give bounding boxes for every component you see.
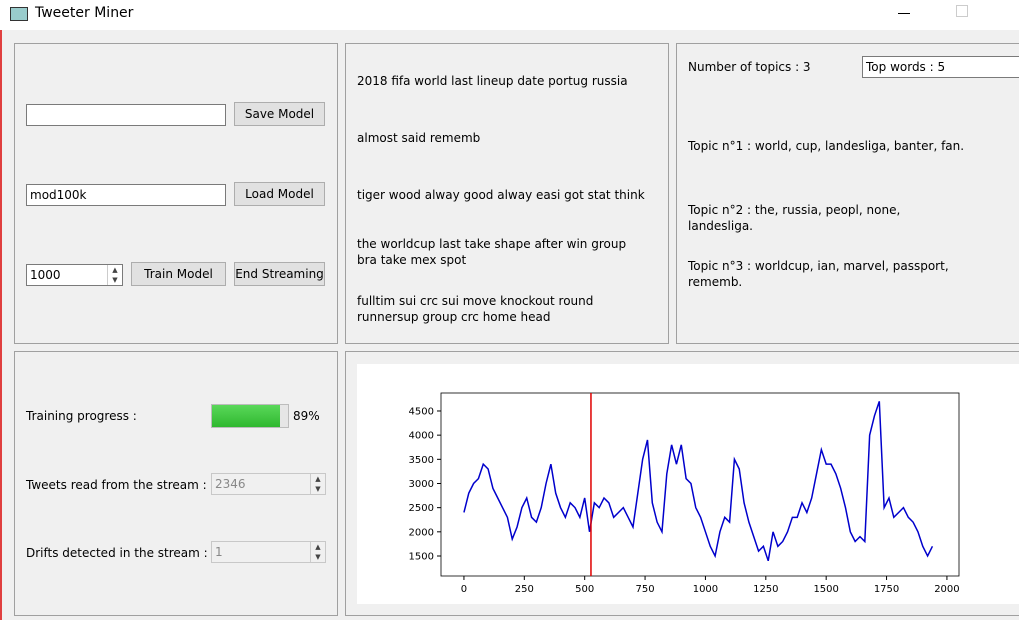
tweets-read-spinbox: 2346 ▲ ▼	[211, 473, 326, 495]
x-tick-label: 1250	[753, 584, 778, 595]
x-tick-label: 2000	[934, 584, 959, 595]
y-tick-label: 2000	[409, 527, 434, 538]
plot-frame	[440, 392, 960, 577]
drifts-spinbox: 1 ▲ ▼	[211, 541, 326, 563]
x-tick-label: 250	[515, 584, 534, 595]
save-button[interactable]: Save Model	[234, 102, 325, 126]
status-panel: Training progress : 89% Tweets read from…	[14, 351, 338, 616]
y-tick-label: 4500	[409, 406, 434, 417]
tweet: 2018 fifa world last lineup date portug …	[357, 74, 628, 88]
tweets-panel: 2018 fifa world last lineup date portug …	[345, 43, 669, 344]
tweet: tiger wood alway good alway easi got sta…	[357, 188, 645, 202]
drift-chart: 0 250 500 750 1000 1250 1500 1750 2000 1500 2000 25…	[357, 364, 1019, 604]
x-tick-label: 500	[575, 584, 594, 595]
x-tick-label: 750	[636, 584, 655, 595]
progress-percent: 89%	[293, 409, 320, 423]
topic: Topic n°3 : worldcup, ian, marvel, passp…	[688, 259, 949, 289]
minimize-button[interactable]	[898, 13, 910, 14]
x-tick-label: 1000	[693, 584, 718, 595]
load-button[interactable]: Load Model	[234, 182, 325, 206]
tweets-read-label: Tweets read from the stream :	[26, 478, 207, 492]
tweet: fulltim sui crc sui move knockout round …	[357, 294, 594, 324]
topic: Topic n°2 : the, russia, peopl, none, la…	[688, 203, 901, 233]
model-panel: Save Model mod100k Load Model 1000 ▲ ▼ Tra…	[14, 43, 338, 344]
end-button[interactable]: End Streaming	[234, 262, 325, 286]
x-tick-label: 0	[461, 584, 467, 595]
y-tick-label: 3500	[409, 455, 434, 466]
num-topics-label: Number of topics : 3	[688, 60, 811, 74]
top-words-spinbox[interactable]: Top words : 5	[862, 56, 1019, 78]
load-input[interactable]: mod100k	[26, 184, 226, 206]
data-line	[463, 401, 934, 562]
topic: Topic n°1 : world, cup, landesliga, bant…	[688, 139, 965, 153]
maximize-button[interactable]	[956, 5, 968, 17]
x-tick-label: 1750	[874, 584, 899, 595]
count-spinbox[interactable]: 1000 ▲ ▼	[26, 264, 123, 286]
save-input[interactable]	[26, 104, 226, 126]
window-edge	[0, 30, 2, 620]
chart-panel	[345, 351, 1019, 616]
tweets-read-value: 2346	[215, 477, 246, 491]
y-tick-label: 3000	[409, 479, 434, 490]
tweet: almost said rememb	[357, 131, 481, 145]
y-tick-label: 4000	[409, 431, 434, 442]
tweet: the worldcup last take shape after win g…	[357, 237, 627, 267]
spin-arrows: ▲ ▼	[310, 542, 325, 562]
drifts-label: Drifts detected in the stream :	[26, 546, 208, 560]
topics-panel: Number of topics : 3 Top words : 5 Topic…	[676, 43, 1019, 344]
x-tick-label: 1500	[813, 584, 838, 595]
title-bar: Tweeter Miner	[0, 0, 1019, 30]
train-button[interactable]: Train Model	[131, 262, 226, 286]
app-icon	[10, 7, 28, 21]
progress-label: Training progress :	[26, 409, 137, 423]
drifts-value: 1	[215, 545, 223, 559]
progress-fill	[212, 405, 280, 427]
spin-arrows: ▲ ▼	[310, 474, 325, 494]
y-tick-label: 1500	[409, 551, 434, 562]
window-title: Tweeter Miner	[35, 5, 134, 21]
spin-arrows[interactable]: ▲ ▼	[107, 265, 122, 285]
progress-bar	[211, 404, 289, 428]
y-tick-label: 2500	[409, 503, 434, 514]
count-value: 1000	[30, 268, 61, 282]
